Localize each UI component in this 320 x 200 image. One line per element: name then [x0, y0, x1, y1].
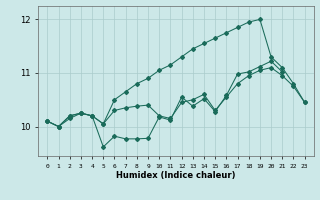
X-axis label: Humidex (Indice chaleur): Humidex (Indice chaleur) — [116, 171, 236, 180]
